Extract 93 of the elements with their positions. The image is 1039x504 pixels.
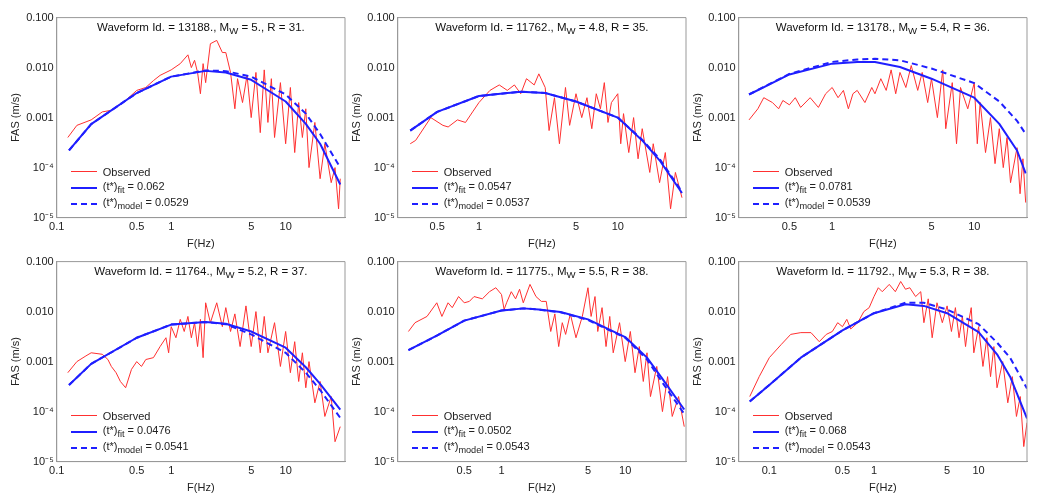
y-tick-label: 10⁻⁴ xyxy=(373,160,395,173)
y-tick-label: 10⁻⁴ xyxy=(373,404,395,417)
x-tick-label: 0.1 xyxy=(49,464,65,477)
legend-label: (t*)$_{fit}$ = 0.068 xyxy=(784,424,847,440)
chart-title: Waveform Id. = 11775., M$_{W}$ = 5.5, R = 38. xyxy=(434,264,650,280)
y-axis-title: FAS (m/s) xyxy=(690,337,703,387)
y-tick-label: 10⁻⁵ xyxy=(714,210,736,223)
x-tick-label: 0.5 xyxy=(129,464,145,477)
y-tick-label: 10⁻⁵ xyxy=(373,210,395,223)
y-tick-label: 10⁻⁴ xyxy=(32,160,54,173)
x-tick-label: 5 xyxy=(248,464,255,477)
y-axis-title: FAS (m/s) xyxy=(349,93,362,143)
y-tick-label: 0.010 xyxy=(367,304,395,317)
legend-label: (t*)$_{fit}$ = 0.0781 xyxy=(784,180,853,196)
x-tick-label: 1 xyxy=(168,220,175,233)
y-tick-label: 0.001 xyxy=(26,110,54,123)
y-tick-label: 10⁻⁵ xyxy=(373,454,395,467)
chart-title: Waveform Id. = 11762., M$_{W}$ = 4.8, R = 35. xyxy=(434,20,650,36)
legend-label: (t*)$_{model}$ = 0.0529 xyxy=(102,196,189,212)
x-tick-label: 0.5 xyxy=(834,464,851,477)
x-tick-label: 10 xyxy=(619,464,632,477)
y-tick-label: 0.001 xyxy=(708,354,736,367)
legend-label: (t*)$_{fit}$ = 0.0547 xyxy=(443,180,512,196)
y-tick-label: 0.010 xyxy=(708,60,736,73)
x-tick-label: 0.1 xyxy=(761,464,777,477)
legend-label: Observed xyxy=(443,165,492,178)
y-axis-title: FAS (m/s) xyxy=(349,337,362,387)
x-axis-title: F(Hz) xyxy=(187,481,215,494)
y-tick-label: 0.010 xyxy=(26,60,54,73)
y-tick-label: 0.010 xyxy=(26,304,54,317)
x-tick-label: 0.5 xyxy=(456,464,472,477)
y-tick-label: 0.001 xyxy=(367,354,395,367)
x-tick-label: 1 xyxy=(475,220,483,233)
chart-title: Waveform Id. = 13188., M$_{W}$ = 5., R = 31. xyxy=(96,20,306,36)
x-axis-title: F(Hz) xyxy=(869,481,897,494)
x-tick-label: 5 xyxy=(928,220,935,233)
legend-label: (t*)$_{model}$ = 0.0537 xyxy=(443,196,530,212)
y-axis-title: FAS (m/s) xyxy=(8,93,21,143)
x-tick-label: 1 xyxy=(829,220,836,233)
y-tick-label: 0.100 xyxy=(367,10,395,23)
x-tick-label: 1 xyxy=(870,464,878,477)
y-tick-label: 0.001 xyxy=(26,354,54,367)
legend-label: (t*)$_{model}$ = 0.0539 xyxy=(784,196,871,212)
y-tick-label: 0.100 xyxy=(26,10,54,23)
y-tick-label: 10⁻⁵ xyxy=(714,454,736,467)
legend-label: (t*)$_{model}$ = 0.0543 xyxy=(784,440,871,456)
legend-label: Observed xyxy=(443,409,492,422)
x-tick-label: 10 xyxy=(972,464,985,477)
x-axis-title: F(Hz) xyxy=(869,237,897,250)
x-tick-label: 5 xyxy=(584,464,592,477)
y-tick-label: 0.100 xyxy=(367,254,395,267)
legend-label: (t*)$_{fit}$ = 0.0476 xyxy=(102,424,171,440)
x-tick-label: 5 xyxy=(572,220,580,233)
y-tick-label: 0.100 xyxy=(26,254,54,267)
legend-label: (t*)$_{model}$ = 0.0541 xyxy=(102,440,189,456)
legend-label: Observed xyxy=(102,165,151,178)
legend-label: (t*)$_{fit}$ = 0.062 xyxy=(102,180,165,196)
y-tick-label: 0.001 xyxy=(367,110,395,123)
chart-title: Waveform Id. = 13178., M$_{W}$ = 5.4, R = 36. xyxy=(774,20,991,36)
legend-label: (t*)$_{fit}$ = 0.0502 xyxy=(443,424,512,440)
y-tick-label: 0.100 xyxy=(708,254,736,267)
y-tick-label: 10⁻⁵ xyxy=(32,210,54,223)
x-tick-label: 0.5 xyxy=(129,220,145,233)
x-axis-title: F(Hz) xyxy=(528,237,556,250)
x-tick-label: 1 xyxy=(498,464,505,477)
legend-label: Observed xyxy=(102,409,151,422)
x-tick-label: 0.1 xyxy=(49,220,65,233)
y-tick-label: 10⁻⁴ xyxy=(714,160,736,173)
x-axis-title: F(Hz) xyxy=(187,237,215,250)
x-tick-label: 10 xyxy=(279,220,292,233)
chart-title: Waveform Id. = 11792., M$_{W}$ = 5.3, R = 38. xyxy=(775,264,991,280)
x-tick-label: 10 xyxy=(968,220,981,233)
y-tick-label: 0.100 xyxy=(708,10,736,23)
legend-label: Observed xyxy=(784,165,833,178)
y-tick-label: 10⁻⁴ xyxy=(32,404,54,417)
y-tick-label: 0.010 xyxy=(367,60,395,73)
y-tick-label: 10⁻⁴ xyxy=(714,404,736,417)
y-tick-label: 10⁻⁵ xyxy=(32,454,54,467)
x-tick-label: 0.5 xyxy=(429,220,445,233)
x-tick-label: 5 xyxy=(248,220,255,233)
legend-label: Observed xyxy=(784,409,833,422)
x-tick-label: 10 xyxy=(279,464,292,477)
x-axis-title: F(Hz) xyxy=(528,481,556,494)
y-axis-title: FAS (m/s) xyxy=(8,337,21,387)
x-tick-label: 1 xyxy=(168,464,175,477)
legend-label: (t*)$_{model}$ = 0.0543 xyxy=(443,440,530,456)
x-tick-label: 0.5 xyxy=(781,220,798,233)
y-tick-label: 0.001 xyxy=(708,110,736,123)
y-axis-title: FAS (m/s) xyxy=(690,93,703,143)
x-tick-label: 5 xyxy=(944,464,951,477)
y-tick-label: 0.010 xyxy=(708,304,736,317)
chart-title: Waveform Id. = 11764., M$_{W}$ = 5.2, R = 37. xyxy=(93,264,309,280)
x-tick-label: 10 xyxy=(611,220,624,233)
